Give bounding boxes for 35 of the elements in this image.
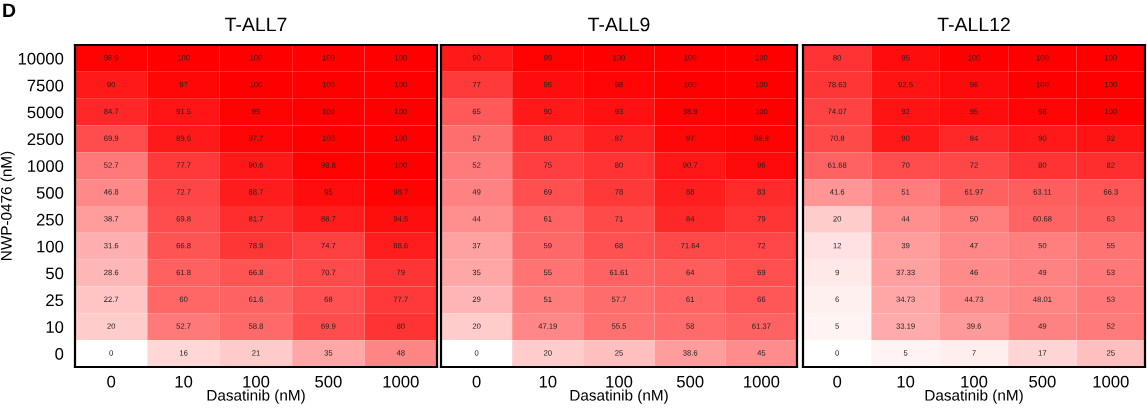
x-tick-label: 10 (539, 375, 557, 388)
x-tick-label: 100 (243, 375, 270, 388)
y-tick-label: 7500 (27, 79, 64, 92)
chart-title: T-ALL9 (588, 17, 650, 32)
y-tick-label: 10000 (18, 52, 64, 65)
y-tick-label: 100 (37, 240, 64, 253)
x-tick-label: 1000 (1093, 375, 1129, 388)
x-axis-title: Dasatinib (nM) (207, 389, 305, 404)
text: D (3, 3, 16, 18)
x-tick-label: 10 (897, 375, 915, 388)
chart-title: T-ALL12 (937, 17, 1010, 32)
y-tick-label: 2500 (27, 133, 64, 146)
y-tick-label: 500 (36, 186, 64, 199)
y-tick-label: 5000 (27, 106, 64, 119)
x-tick-label: 100 (961, 375, 988, 388)
y-tick-label: 25 (46, 294, 64, 307)
y-tick-label: 0 (55, 347, 64, 360)
x-tick-label: 0 (833, 375, 842, 388)
x-tick-label: 500 (315, 375, 342, 388)
y-tick-label: 250 (36, 213, 64, 226)
y-tick-label: 50 (46, 267, 64, 280)
x-tick-label: 100 (606, 375, 633, 388)
x-tick-label: 500 (676, 375, 704, 388)
x-tick-label: 1000 (383, 375, 419, 388)
x-tick-label: 10 (175, 375, 193, 388)
x-tick-label: 500 (1029, 375, 1056, 388)
y-tick-label: 10 (46, 321, 64, 333)
y-axis-title: NWP-0476 (nM) (0, 151, 15, 260)
x-axis-title: Dasatinib (nM) (570, 389, 668, 404)
chart-title: T-ALL7 (225, 17, 287, 32)
x-tick-label: 1000 (744, 375, 780, 388)
y-tick-label: 1000 (28, 160, 64, 172)
x-tick-label: 0 (472, 375, 481, 388)
x-tick-label: 0 (107, 375, 116, 388)
x-axis-title: Dasatinib (nM) (925, 389, 1023, 404)
